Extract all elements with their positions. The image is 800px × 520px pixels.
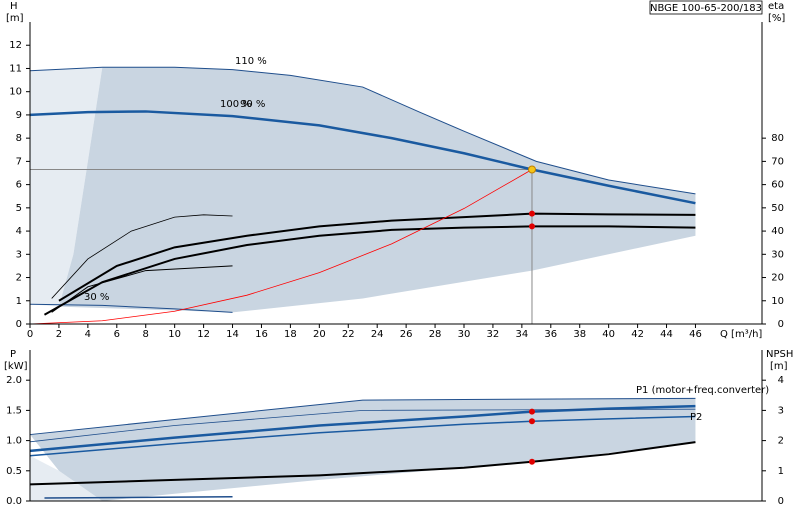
x-tick-label: 38 bbox=[573, 329, 586, 340]
duty-point bbox=[528, 418, 535, 425]
y-tick-label: 7 bbox=[16, 156, 22, 167]
curve bbox=[29, 66, 696, 195]
x-tick-label: 46 bbox=[689, 329, 702, 340]
annotation: 90 % bbox=[240, 99, 265, 110]
x-label: Q [m³/h] bbox=[720, 329, 762, 340]
curve-label: 110 % bbox=[235, 56, 267, 67]
y2-unit: [%] bbox=[768, 13, 785, 24]
x-tick-label: 36 bbox=[544, 329, 557, 340]
x-tick-label: 10 bbox=[168, 329, 181, 340]
y2-tick-label: 40 bbox=[771, 226, 784, 237]
x-tick-label: 0 bbox=[27, 329, 33, 340]
x-tick-label: 28 bbox=[429, 329, 442, 340]
range-area bbox=[30, 455, 103, 501]
x-tick-label: 42 bbox=[631, 329, 644, 340]
x-tick-label: 24 bbox=[371, 329, 384, 340]
y2-tick-label: 10 bbox=[771, 296, 784, 307]
curve bbox=[44, 496, 233, 499]
y-tick-label: 12 bbox=[9, 40, 22, 51]
curve bbox=[51, 214, 233, 299]
y2-tick-label: 30 bbox=[771, 249, 784, 260]
duty-point bbox=[528, 408, 535, 415]
y2-tick-label: 4 bbox=[778, 375, 784, 386]
range-area bbox=[30, 67, 103, 307]
y2-unit: [m] bbox=[770, 361, 788, 372]
y-tick-label: 4 bbox=[16, 226, 22, 237]
curve bbox=[51, 265, 233, 313]
x-tick-label: 22 bbox=[342, 329, 355, 340]
curve-label: 100 % bbox=[220, 99, 252, 110]
y-tick-label: 0.0 bbox=[6, 496, 22, 507]
x-tick-label: 20 bbox=[313, 329, 326, 340]
curve bbox=[43, 225, 696, 316]
y2-tick-label: 60 bbox=[771, 180, 784, 191]
y-tick-label: 9 bbox=[16, 110, 22, 121]
y2-tick-label: 70 bbox=[771, 156, 784, 167]
y2-tick-label: 3 bbox=[778, 405, 784, 416]
y2-tick-label: 50 bbox=[771, 203, 784, 214]
y-tick-label: 1.5 bbox=[6, 405, 22, 416]
y2-label: eta bbox=[768, 1, 784, 12]
curve bbox=[29, 397, 696, 436]
y-tick-label: 0.5 bbox=[6, 466, 22, 477]
x-tick-label: 32 bbox=[487, 329, 500, 340]
y2-tick-label: 80 bbox=[771, 133, 784, 144]
curve bbox=[29, 404, 696, 453]
x-tick-label: 16 bbox=[255, 329, 268, 340]
y-tick-label: 1 bbox=[16, 296, 22, 307]
x-tick-label: 8 bbox=[143, 329, 149, 340]
x-tick-label: 2 bbox=[56, 329, 62, 340]
curve-label: P2 bbox=[690, 412, 702, 423]
y-tick-label: 1.0 bbox=[6, 436, 22, 447]
duty-point bbox=[527, 165, 536, 174]
x-tick-label: 6 bbox=[114, 329, 120, 340]
y-tick-label: 6 bbox=[16, 180, 22, 191]
y-unit: [m] bbox=[6, 13, 24, 24]
duty-point bbox=[528, 210, 535, 217]
y2-tick-label: 2 bbox=[778, 436, 784, 447]
x-tick-label: 12 bbox=[197, 329, 210, 340]
curve-label: 30 % bbox=[84, 292, 109, 303]
x-tick-label: 44 bbox=[660, 329, 673, 340]
plots: 110 %100 %30 %90 %0123456789101112010203… bbox=[6, 22, 784, 507]
y2-tick-label: 1 bbox=[778, 466, 784, 477]
chart-title: NBGE 100-65-200/183 bbox=[650, 3, 762, 14]
y-tick-label: 5 bbox=[16, 203, 22, 214]
x-tick-label: 4 bbox=[85, 329, 91, 340]
x-tick-label: 40 bbox=[602, 329, 615, 340]
y-label: H bbox=[10, 1, 18, 12]
curve bbox=[29, 408, 696, 443]
y-tick-label: 2 bbox=[16, 273, 22, 284]
y-tick-label: 8 bbox=[16, 133, 22, 144]
y-unit: [kW] bbox=[4, 361, 28, 372]
x-tick-label: 26 bbox=[400, 329, 413, 340]
x-tick-label: 14 bbox=[226, 329, 239, 340]
x-tick-label: 30 bbox=[458, 329, 471, 340]
x-tick-label: 18 bbox=[284, 329, 297, 340]
curve bbox=[29, 441, 696, 486]
curve bbox=[58, 212, 696, 302]
curve-label: P1 (motor+freq.converter) bbox=[636, 385, 769, 396]
y-tick-label: 0 bbox=[16, 319, 22, 330]
y-tick-label: 10 bbox=[9, 87, 22, 98]
curve bbox=[29, 110, 696, 205]
y-tick-label: 3 bbox=[16, 249, 22, 260]
curve bbox=[29, 303, 233, 313]
x-tick-label: 34 bbox=[515, 329, 528, 340]
duty-point bbox=[528, 223, 535, 230]
y2-tick-label: 0 bbox=[778, 319, 784, 330]
y-label: P bbox=[10, 349, 16, 360]
curve bbox=[29, 415, 696, 457]
range-area bbox=[30, 398, 696, 501]
y-tick-label: 2.0 bbox=[6, 375, 22, 386]
range-area bbox=[58, 67, 696, 313]
y-tick-label: 11 bbox=[9, 63, 22, 74]
title-box bbox=[649, 0, 763, 15]
y2-tick-label: 20 bbox=[771, 273, 784, 284]
duty-point bbox=[528, 458, 535, 465]
y2-tick-label: 0 bbox=[778, 496, 784, 507]
curve bbox=[29, 169, 533, 325]
y2-label: NPSH bbox=[766, 349, 793, 360]
